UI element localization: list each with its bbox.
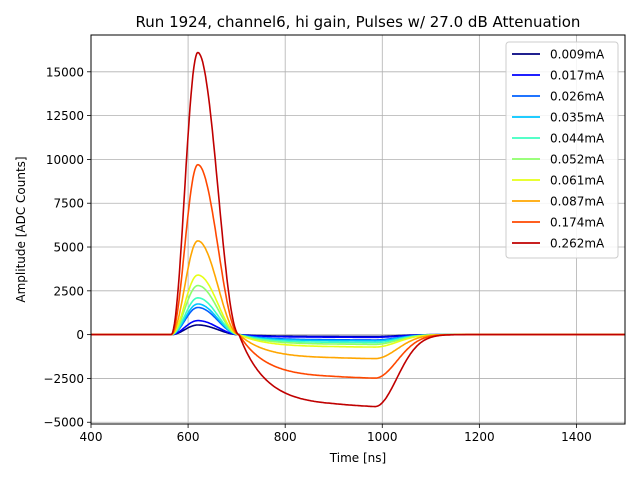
legend-label: 0.017mA — [550, 69, 605, 83]
legend-label: 0.009mA — [550, 48, 605, 62]
y-tick-label: −2500 — [43, 372, 84, 386]
legend-label: 0.052mA — [550, 153, 605, 167]
x-axis-label: Time [ns] — [329, 451, 386, 465]
x-tick-label: 800 — [274, 430, 297, 444]
y-tick-label: 15000 — [46, 65, 84, 79]
legend: 0.009mA 0.017mA 0.026mA 0.035mA 0.044mA 0.052… — [505, 41, 619, 259]
series-group — [91, 51, 625, 408]
x-tick-label: 1400 — [561, 430, 592, 444]
y-tick-label: 10000 — [46, 153, 84, 167]
y-axis-label: Amplitude [ADC Counts] — [14, 156, 28, 302]
legend-label: 0.087mA — [550, 195, 605, 209]
y-tick-label: 0 — [76, 328, 84, 342]
legend-label: 0.035mA — [550, 111, 605, 125]
series-line — [91, 51, 625, 408]
x-tick-label: 400 — [80, 430, 103, 444]
y-axis: −5000 −2500 0 2500 5000 7500 10000 12500 15000 — [43, 65, 91, 430]
legend-label: 0.044mA — [550, 132, 605, 146]
x-tick-label: 1000 — [367, 430, 398, 444]
x-tick-label: 1200 — [464, 430, 495, 444]
y-tick-label: 2500 — [53, 284, 84, 298]
plot-frame — [90, 34, 626, 425]
legend-label: 0.262mA — [550, 237, 605, 251]
y-tick-label: 5000 — [53, 241, 84, 255]
y-tick-label: 7500 — [53, 197, 84, 211]
x-axis: 400 600 800 1000 1200 1400 — [80, 424, 592, 444]
y-tick-label: 12500 — [46, 109, 84, 123]
legend-label: 0.061mA — [550, 174, 605, 188]
x-tick-label: 600 — [177, 430, 200, 444]
legend-label: 0.026mA — [550, 90, 605, 104]
y-tick-label: −5000 — [43, 416, 84, 430]
chart-title: Run 1924, channel6, hi gain, Pulses w/ 2… — [136, 13, 581, 31]
legend-label: 0.174mA — [550, 216, 605, 230]
